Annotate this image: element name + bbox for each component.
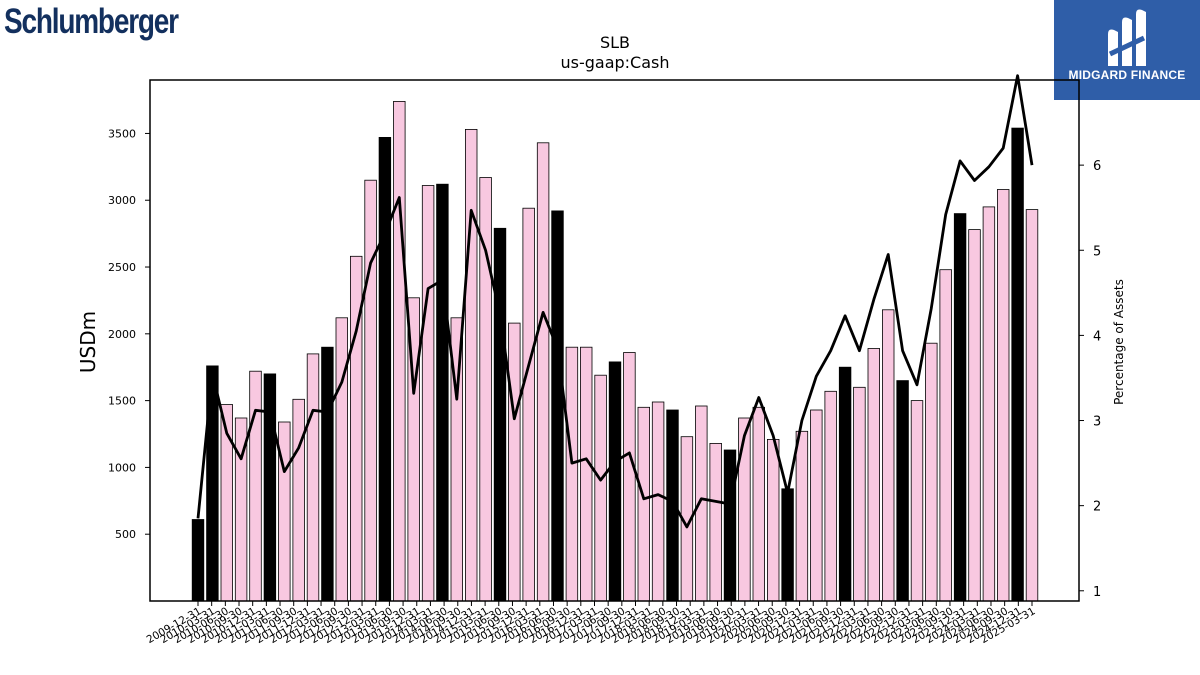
bar-2024-03-31	[1011, 127, 1024, 602]
bar-2011-09-30	[292, 398, 305, 602]
bar-series	[191, 101, 1039, 602]
line-series	[196, 74, 1034, 529]
bar-2023-03-31	[953, 213, 967, 602]
y2-tick-label: 6	[1093, 159, 1101, 174]
bar-2020-03-31	[781, 488, 794, 602]
bar-2012-06-30	[335, 317, 349, 602]
midgard-finance-badge: MIDGARD FINANCE	[1054, 0, 1200, 100]
bar-2024-06-30	[1025, 209, 1039, 602]
y-tick-label: 3000	[108, 194, 136, 207]
bar-2019-06-30	[738, 417, 751, 602]
bar-2012-03-31	[321, 346, 334, 602]
bar-2022-03-31	[896, 380, 909, 602]
bar-2018-09-30	[695, 405, 708, 602]
y-tick-label: 1000	[108, 461, 136, 474]
bar-2017-09-30	[637, 406, 651, 602]
y2-tick-label: 2	[1093, 500, 1101, 515]
bar-2018-03-31	[666, 409, 679, 602]
bar-2016-09-30	[580, 346, 593, 602]
y-tick-label: 2000	[108, 328, 136, 341]
schlumberger-logo: Schlumberger	[4, 2, 179, 41]
bar-2016-12-31	[594, 374, 607, 602]
y-tick-label: 1500	[108, 395, 136, 408]
y2-axis-label: Percentage of Assets	[1112, 279, 1126, 405]
bar-2014-09-30	[464, 128, 478, 602]
y2-tick-label: 5	[1093, 244, 1101, 259]
bar-2009-12-31	[191, 519, 205, 602]
bar-2020-06-30	[795, 430, 809, 602]
y2-axis-ticks: 1 2 3 4 5 6	[1079, 159, 1101, 600]
bar-2015-12-31	[536, 142, 550, 602]
bar-2022-06-30	[910, 400, 924, 602]
bar-2017-06-30	[623, 352, 636, 602]
bar-2020-09-30	[810, 409, 823, 602]
bar-2019-03-31	[723, 449, 737, 602]
bar-2019-12-31	[767, 438, 780, 602]
bar-2013-06-30	[393, 101, 406, 602]
bar-2022-12-31	[939, 269, 952, 602]
bar-2022-09-30	[925, 342, 938, 602]
bar-2018-12-31	[709, 442, 722, 602]
bar-2021-09-30	[867, 348, 881, 602]
bar-2023-12-31	[997, 189, 1010, 602]
chart-subtitle: us-gaap:Cash	[560, 53, 669, 72]
y-tick-label: 500	[115, 528, 136, 541]
bar-2021-03-31	[838, 366, 852, 602]
bar-2023-09-30	[982, 206, 996, 602]
bar-2015-03-31	[493, 227, 507, 602]
bar-2011-03-31	[263, 373, 277, 602]
y2-tick-label: 1	[1093, 585, 1101, 600]
bar-2020-12-31	[824, 390, 837, 602]
bar-2014-03-31	[436, 183, 449, 602]
bar-2015-09-30	[522, 207, 535, 602]
bar-2017-12-31	[651, 401, 665, 602]
bar-2021-12-31	[882, 309, 895, 602]
y2-tick-label: 4	[1093, 329, 1101, 344]
bar-2021-06-30	[853, 386, 866, 602]
y2-tick-label: 3	[1093, 415, 1101, 430]
bar-2013-12-31	[421, 185, 435, 602]
bar-2019-09-30	[752, 406, 766, 602]
y-axis-label: USDm	[76, 311, 100, 373]
bar-2023-06-30	[968, 229, 981, 602]
bar-2013-03-31	[378, 136, 392, 602]
percentage-line	[196, 74, 1034, 529]
bar-2016-03-31	[551, 210, 564, 602]
plot-frame	[149, 79, 1080, 602]
y-tick-label: 2500	[108, 261, 136, 274]
bar-2015-06-30	[508, 322, 521, 602]
midgard-logo-icon	[1108, 9, 1146, 66]
midgard-finance-label: MIDGARD FINANCE	[1068, 68, 1186, 82]
bar-2016-06-30	[565, 346, 579, 602]
y-axis-ticks: 500 1000 1500 2000 2500 3000 3500	[108, 127, 150, 541]
bar-2017-03-31	[608, 361, 622, 602]
y-tick-label: 3500	[108, 127, 136, 140]
bar-2012-12-31	[364, 179, 377, 602]
bar-2010-12-31	[249, 370, 262, 602]
chart-title: SLB	[600, 33, 630, 52]
x-axis-ticks: 2009-12-312010-03-312010-06-302010-09-30…	[145, 601, 1038, 646]
bar-2011-12-31	[306, 353, 320, 602]
